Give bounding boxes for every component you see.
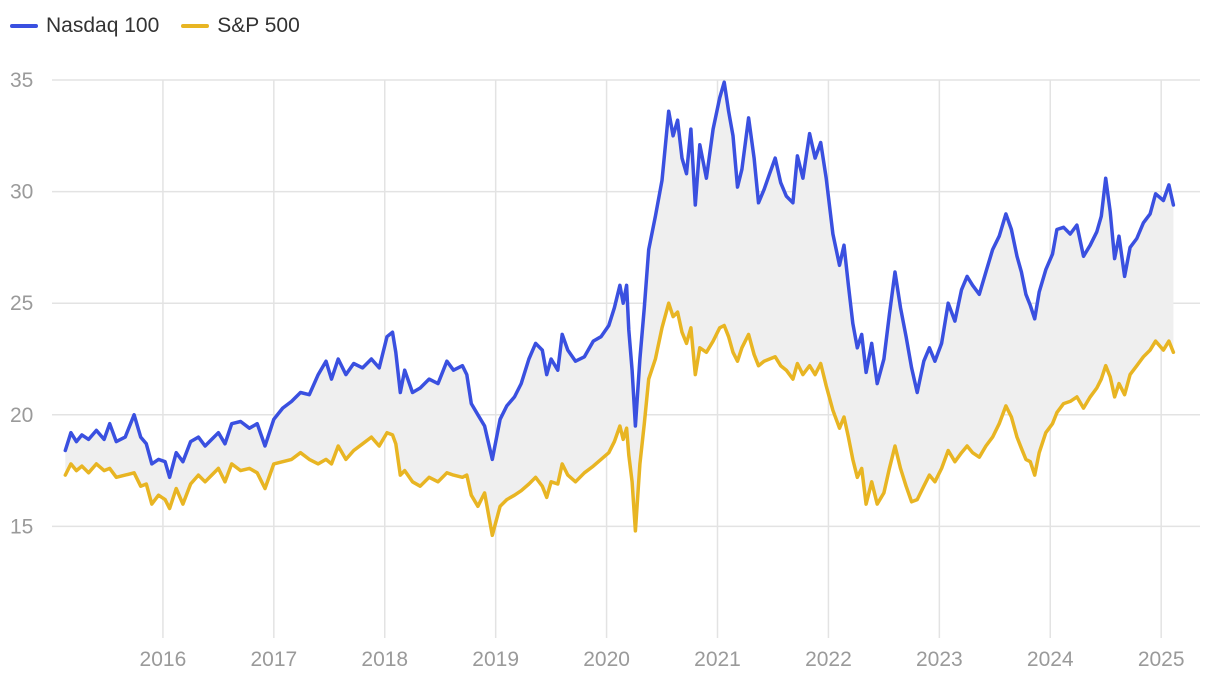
series-line-sp-500 [63,301,1176,538]
x-tick-label-2025: 2025 [1138,648,1185,671]
legend-label-sp-500: S&P 500 [217,14,300,37]
x-tick-label-2023: 2023 [916,648,963,671]
legend-swatch-nasdaq-100 [10,24,38,28]
x-tick-label-2017: 2017 [250,648,297,671]
y-axis-ticks: 15 20 25 30 35 [10,69,33,538]
legend-item-sp-500[interactable]: S&P 500 [181,14,300,38]
x-tick-label-2022: 2022 [805,648,852,671]
legend-swatch-sp-500 [181,24,210,28]
series-lines [63,80,1176,538]
x-tick-label-2019: 2019 [472,648,519,671]
spread-band [65,82,1174,536]
x-tick-label-2021: 2021 [694,648,741,671]
x-tick-label-2018: 2018 [361,648,408,671]
y-tick-label-35: 35 [10,69,33,92]
legend-label-nasdaq-100: Nasdaq 100 [46,14,160,37]
x-tick-label-2024: 2024 [1027,648,1074,671]
x-tick-label-2016: 2016 [140,648,187,671]
chart-legend: Nasdaq 100 S&P 500 [10,14,300,38]
y-tick-label-15: 15 [10,515,33,538]
x-tick-label-2020: 2020 [583,648,630,671]
y-tick-label-25: 25 [10,292,33,315]
y-tick-label-30: 30 [10,181,33,204]
x-axis-ticks: 2016 2017 2018 2019 2020 2021 2022 2023 2024 2025 [140,648,1185,671]
legend-item-nasdaq-100[interactable]: Nasdaq 100 [10,14,159,38]
y-tick-label-20: 20 [10,404,33,427]
series-line-nasdaq-100 [63,80,1176,480]
